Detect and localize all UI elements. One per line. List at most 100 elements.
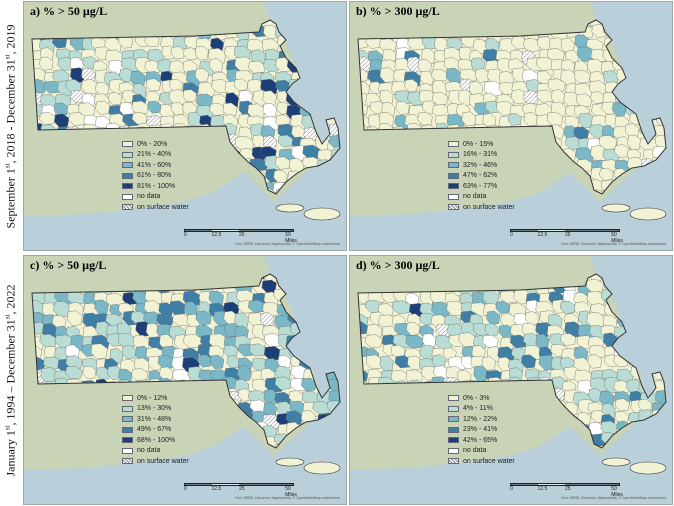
town-polygon [617, 444, 636, 448]
town-polygon [325, 170, 340, 185]
town-polygon [314, 447, 333, 448]
legend-swatch [448, 193, 459, 200]
town-polygon [668, 444, 673, 460]
town-polygon [195, 310, 212, 326]
legend-label: no data [137, 193, 161, 201]
legend-label: 16% - 31% [463, 151, 498, 159]
legend-swatch [122, 172, 133, 179]
legend-label: 49% - 67% [137, 426, 172, 434]
town-polygon [329, 343, 340, 360]
legend-item: on surface water [122, 456, 189, 467]
town-polygon [630, 37, 644, 53]
town-polygon [288, 390, 304, 403]
town-polygon [287, 20, 305, 32]
legend-swatch [448, 141, 459, 148]
town-polygon [407, 355, 423, 371]
town-polygon [564, 191, 582, 194]
map-credit: Esri, HERE, DeLorme, MapmyIndia, © OpenS… [561, 242, 666, 246]
legend-item: no data [122, 192, 189, 203]
town-polygon [311, 103, 326, 119]
town-polygon [650, 50, 666, 65]
town-polygon [484, 323, 499, 337]
town-polygon [669, 282, 673, 296]
scale-tick-label: 0 [510, 232, 513, 238]
town-polygon [222, 102, 238, 117]
map-legend: 0% - 20% 21% - 40% 41% - 60% 61% - 80% 81% -… [122, 139, 189, 213]
legend-label: 21% - 40% [137, 151, 172, 159]
town-polygon [626, 333, 641, 348]
town-polygon [630, 81, 647, 96]
town-polygon [655, 192, 666, 194]
town-polygon [536, 89, 555, 103]
legend-item: no data [448, 446, 515, 457]
island [303, 207, 341, 221]
town-polygon [143, 300, 161, 315]
town-polygon [379, 355, 394, 372]
scale-bar-graphic [184, 229, 294, 232]
legend-item: 61% - 80% [122, 171, 189, 182]
town-polygon [656, 431, 666, 448]
legend-swatch [122, 141, 133, 148]
town-polygon [404, 79, 419, 92]
town-polygon [338, 67, 340, 81]
town-polygon [663, 365, 666, 381]
town-polygon [654, 82, 666, 97]
town-polygon [339, 423, 340, 437]
town-polygon [326, 24, 340, 41]
town-polygon [156, 313, 174, 327]
town-polygon [574, 442, 591, 448]
town-polygon [630, 280, 649, 295]
town-polygon [301, 312, 319, 326]
legend-swatch [448, 405, 459, 412]
legend-label: 41% - 60% [137, 161, 172, 169]
town-polygon [248, 60, 266, 74]
town-polygon [617, 274, 632, 284]
town-polygon [337, 413, 340, 428]
town-polygon [589, 377, 609, 393]
state-border [31, 273, 341, 449]
town-polygon [325, 103, 340, 116]
town-polygon [157, 354, 174, 370]
town-polygon [250, 191, 265, 194]
town-polygon [563, 182, 583, 194]
town-polygon [338, 370, 340, 384]
town-polygon [574, 192, 592, 194]
town-polygon [317, 166, 334, 183]
legend-item: no data [122, 446, 189, 457]
town-polygon [312, 425, 328, 439]
legend-item: 0% - 15% [448, 139, 515, 150]
town-polygon [339, 157, 340, 172]
town-polygon [391, 300, 412, 314]
legend-label: 42% - 65% [463, 436, 498, 444]
town-polygon [95, 81, 110, 96]
town-polygon [329, 82, 340, 99]
town-polygon [627, 134, 642, 151]
town-polygon [613, 25, 631, 40]
town-polygon [325, 299, 340, 314]
map-panel-d: d) % > 300 µg/L 0% - 3% 4% - 11% 12% - 22% 2… [349, 255, 673, 505]
town-polygon [652, 72, 666, 89]
town-polygon [629, 274, 649, 282]
town-polygon [431, 92, 449, 106]
town-polygon [289, 34, 306, 49]
legend-swatch [122, 447, 133, 454]
legend-swatch [122, 416, 133, 423]
town-polygon [615, 398, 630, 412]
town-polygon [314, 301, 334, 317]
town-polygon [664, 274, 666, 284]
town-polygon [342, 171, 347, 186]
legend-label: 23% - 41% [463, 426, 498, 434]
legend-swatch [122, 193, 133, 200]
legend-label: no data [463, 447, 487, 455]
town-polygon [169, 300, 187, 316]
scale-tick-label: 25 [239, 486, 245, 492]
town-polygon [419, 70, 435, 86]
town-polygon [625, 25, 644, 39]
legend-label: 0% - 3% [463, 394, 490, 402]
legend-swatch [448, 162, 459, 169]
town-polygon [663, 388, 666, 403]
town-polygon [311, 334, 329, 350]
town-polygon [287, 274, 301, 286]
scale-tick-label: 12.5 [537, 486, 548, 492]
town-polygon [312, 431, 328, 447]
